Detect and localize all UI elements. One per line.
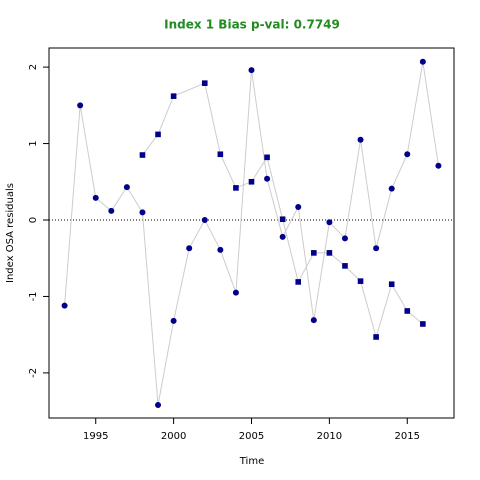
point [404, 308, 411, 314]
point [170, 93, 177, 99]
y-tick-label: 0 [28, 217, 39, 223]
point [279, 233, 286, 240]
y-tick-label: 2 [28, 64, 39, 70]
x-tick-label: 2000 [161, 431, 186, 442]
point [341, 235, 348, 242]
point [420, 321, 426, 327]
x-axis-label: Time [239, 456, 264, 467]
point [357, 136, 364, 143]
point [264, 154, 270, 161]
y-axis-label: Index OSA residuals [5, 183, 16, 283]
point [201, 80, 208, 86]
point [248, 178, 255, 185]
y-tick-label: -1 [28, 291, 39, 301]
series-line [142, 82, 424, 339]
point [264, 175, 271, 182]
point [295, 204, 302, 211]
series-line [64, 61, 439, 406]
point [61, 302, 68, 309]
point [311, 250, 317, 256]
y-tick-label: -2 [28, 368, 39, 378]
point [295, 279, 302, 285]
point [233, 185, 239, 191]
point [186, 245, 193, 252]
point [373, 245, 380, 252]
point [139, 209, 146, 216]
x-tick-label: 2015 [395, 431, 420, 442]
x-tick-label: 1995 [83, 431, 108, 442]
point [279, 216, 286, 223]
point [123, 184, 130, 191]
point [217, 151, 224, 158]
point [92, 194, 99, 201]
point [388, 281, 395, 288]
x-tick-label: 2005 [239, 431, 264, 442]
x-tick-label: 2010 [317, 431, 342, 442]
point [357, 278, 364, 284]
point [326, 250, 333, 256]
point [248, 67, 255, 74]
plot-frame [48, 47, 455, 419]
point [201, 217, 208, 224]
point [108, 207, 115, 214]
point [419, 58, 426, 65]
point [217, 246, 224, 253]
point [326, 219, 333, 226]
point [435, 162, 442, 169]
point [388, 185, 395, 192]
point [373, 334, 379, 340]
point [139, 152, 146, 158]
point [232, 289, 239, 296]
point [155, 402, 162, 409]
point [170, 317, 177, 324]
y-tick-label: 1 [28, 140, 39, 146]
chart-title: Index 1 Bias p-val: 0.7749 [164, 18, 340, 32]
point [342, 263, 348, 269]
point [310, 317, 317, 324]
point [404, 151, 411, 158]
point [77, 102, 84, 109]
point [155, 131, 161, 138]
